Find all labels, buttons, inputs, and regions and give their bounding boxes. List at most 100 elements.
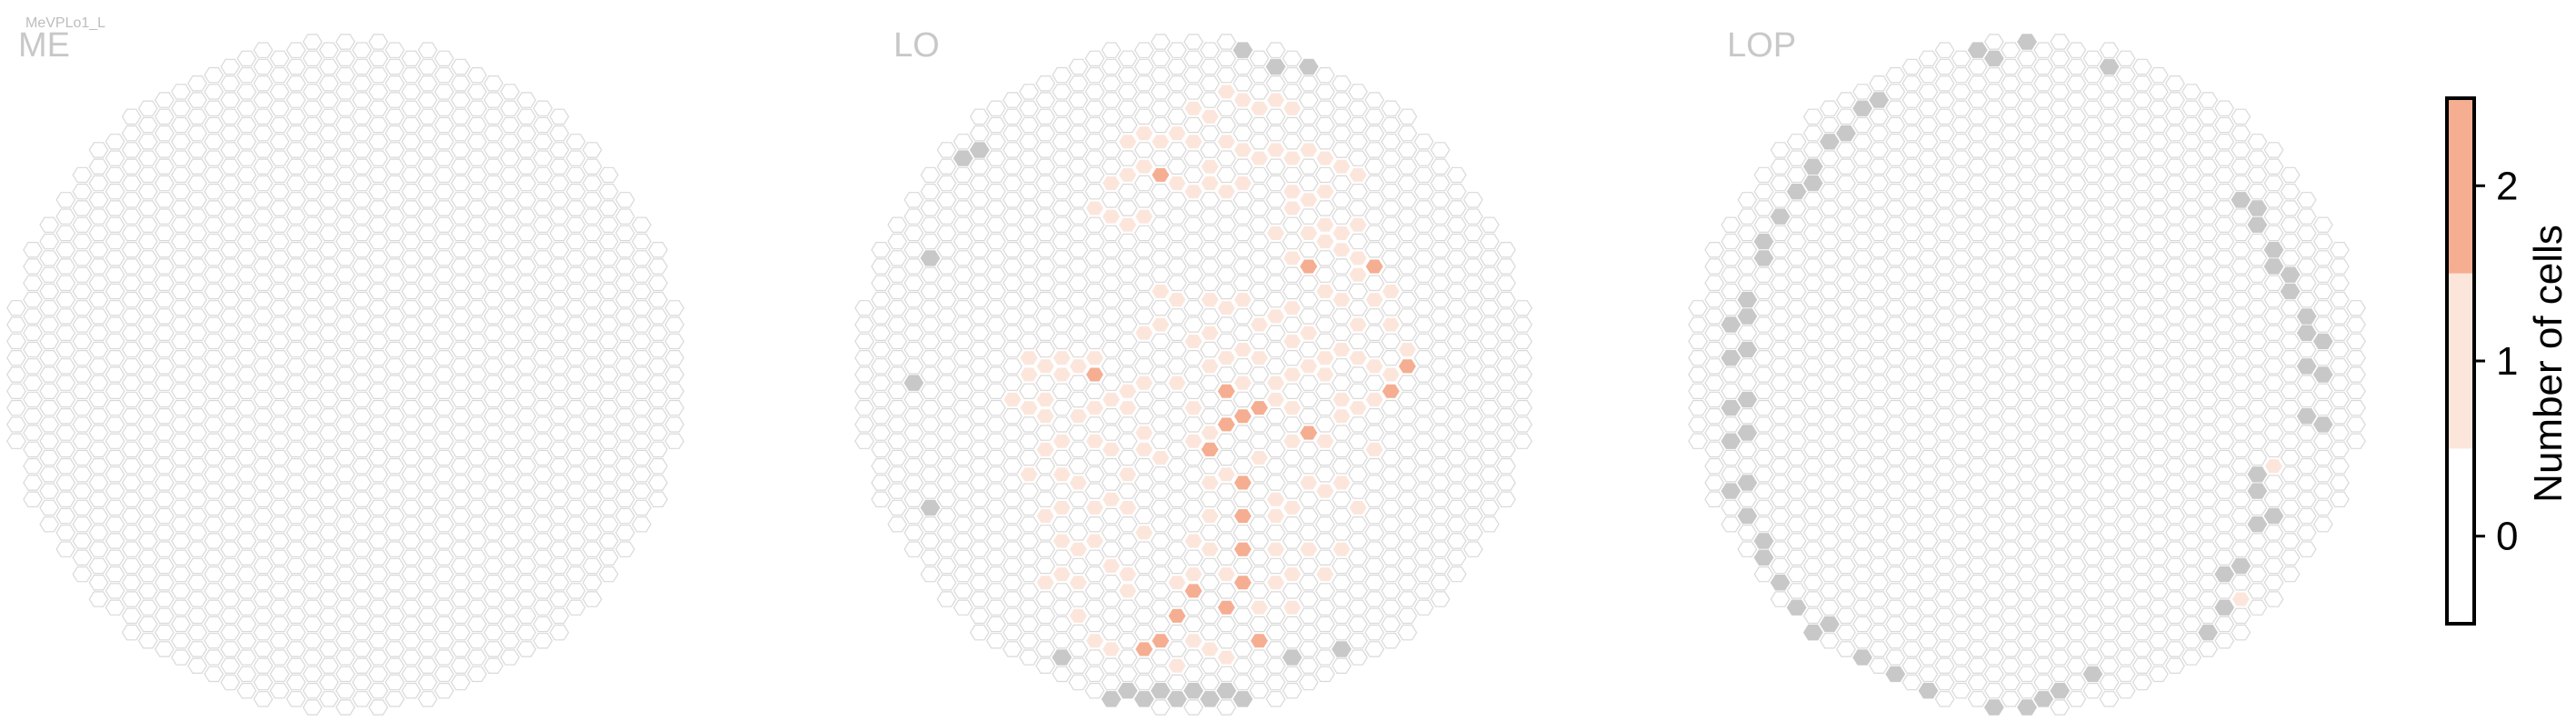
- hex-cell: [1479, 399, 1500, 416]
- hex-cell: [1967, 58, 1988, 75]
- hex-cell: [2164, 108, 2185, 125]
- hex-cell: [2263, 358, 2284, 375]
- hex-cell: [953, 250, 973, 266]
- hex-cell: [1101, 308, 1122, 325]
- hex-cell: [39, 483, 60, 499]
- hex-cell: [1249, 233, 1270, 250]
- hex-cell: [647, 425, 668, 441]
- hex-cell-count-1: [1331, 158, 1352, 175]
- hex-cell: [2164, 391, 2185, 408]
- hex-cell: [533, 250, 554, 266]
- hex-cell: [1084, 216, 1105, 233]
- hex-cell: [614, 425, 635, 441]
- hex-cell: [1786, 516, 1807, 533]
- hex-cell: [936, 557, 957, 575]
- hex-cell: [2000, 525, 2021, 541]
- hex-cell: [2280, 433, 2301, 449]
- hex-cell: [1819, 166, 1840, 184]
- hex-cell: [2231, 225, 2252, 242]
- hex-cell: [1150, 50, 1171, 67]
- hex-cell: [2263, 375, 2284, 391]
- hex-cell: [1348, 283, 1368, 300]
- hex-cell: [1200, 391, 1221, 408]
- hex-cell: [466, 533, 487, 549]
- hex-cell: [1430, 325, 1451, 341]
- hex-cell: [2329, 258, 2350, 275]
- hex-cell: [2066, 242, 2087, 258]
- hex-cell: [1983, 666, 2004, 683]
- hex-cell: [2115, 533, 2136, 549]
- hex-cell: [1495, 258, 1516, 275]
- hex-cell: [1430, 308, 1451, 325]
- hex-cell: [318, 624, 339, 641]
- hex-cell: [236, 566, 257, 583]
- hex-cell-count-1: [1035, 441, 1056, 458]
- hex-cell: [368, 184, 389, 200]
- hex-cell: [2033, 408, 2054, 425]
- hex-cell: [384, 691, 405, 707]
- hex-cell: [1133, 75, 1154, 92]
- hex-cell: [1265, 624, 1286, 641]
- hex-cell: [1133, 58, 1154, 75]
- hex-cell: [1249, 134, 1270, 150]
- hex-cell: [1002, 325, 1023, 341]
- panel-label-lop: LOP: [1727, 26, 1796, 65]
- hex-cell: [384, 142, 405, 158]
- hex-cell: [2000, 491, 2021, 508]
- hex-cell: [352, 408, 373, 425]
- panel-label-me: ME: [18, 26, 70, 65]
- hex-cell: [2132, 607, 2152, 625]
- hex-cell: [1314, 533, 1335, 549]
- hex-cell: [1852, 150, 1872, 166]
- hex-cell-outside: [2280, 283, 2301, 300]
- hex-cell: [1446, 549, 1467, 566]
- hex-cell: [285, 258, 306, 275]
- hex-cell: [1265, 557, 1286, 575]
- hex-cell: [1934, 375, 1955, 391]
- hex-cell-count-1: [1364, 358, 1385, 375]
- hex-cell: [2132, 125, 2152, 142]
- hex-cell: [1166, 641, 1187, 657]
- hex-cell-count-1: [1052, 466, 1073, 483]
- hex-cell: [533, 633, 554, 649]
- hex-cell: [352, 475, 373, 491]
- hex-cell: [1298, 341, 1319, 358]
- hex-cell: [1233, 358, 1253, 375]
- hex-cell: [220, 507, 241, 525]
- hex-cell: [2214, 200, 2235, 216]
- hex-cell: [1166, 408, 1187, 425]
- hex-cell-count-1: [2263, 457, 2284, 475]
- hex-cell: [1495, 475, 1516, 491]
- hex-cell: [23, 441, 44, 458]
- hex-cell: [1951, 633, 1972, 649]
- hex-cell: [1101, 358, 1122, 375]
- hex-cell: [549, 258, 570, 275]
- hex-cell: [2280, 533, 2301, 549]
- hex-cell: [1902, 574, 1922, 591]
- hex-cell: [598, 166, 619, 184]
- hex-cell: [2033, 624, 2054, 641]
- hex-cell: [549, 591, 570, 607]
- hex-cell: [565, 200, 586, 216]
- hex-cell: [1200, 258, 1221, 275]
- hex-cell: [1721, 466, 1742, 483]
- hex-cell: [2148, 350, 2169, 366]
- hex-cell: [171, 616, 191, 633]
- hex-cell: [1902, 457, 1922, 475]
- hex-cell: [969, 441, 990, 458]
- hex-cell: [2066, 408, 2087, 425]
- hex-cell: [121, 242, 142, 258]
- hex-cell: [285, 58, 306, 75]
- hex-cell: [401, 416, 422, 433]
- hex-cell-count-1: [1348, 216, 1368, 233]
- hex-cell: [137, 499, 158, 516]
- hex-cell: [1348, 533, 1368, 549]
- hex-cell: [2066, 607, 2087, 625]
- hex-cell: [2050, 150, 2071, 166]
- hex-cell: [1967, 75, 1988, 92]
- hex-cell: [39, 499, 60, 516]
- hex-cell-outside: [2082, 666, 2103, 683]
- hex-cell: [302, 583, 323, 599]
- hex-cell: [1216, 633, 1237, 649]
- hex-cell: [285, 75, 306, 92]
